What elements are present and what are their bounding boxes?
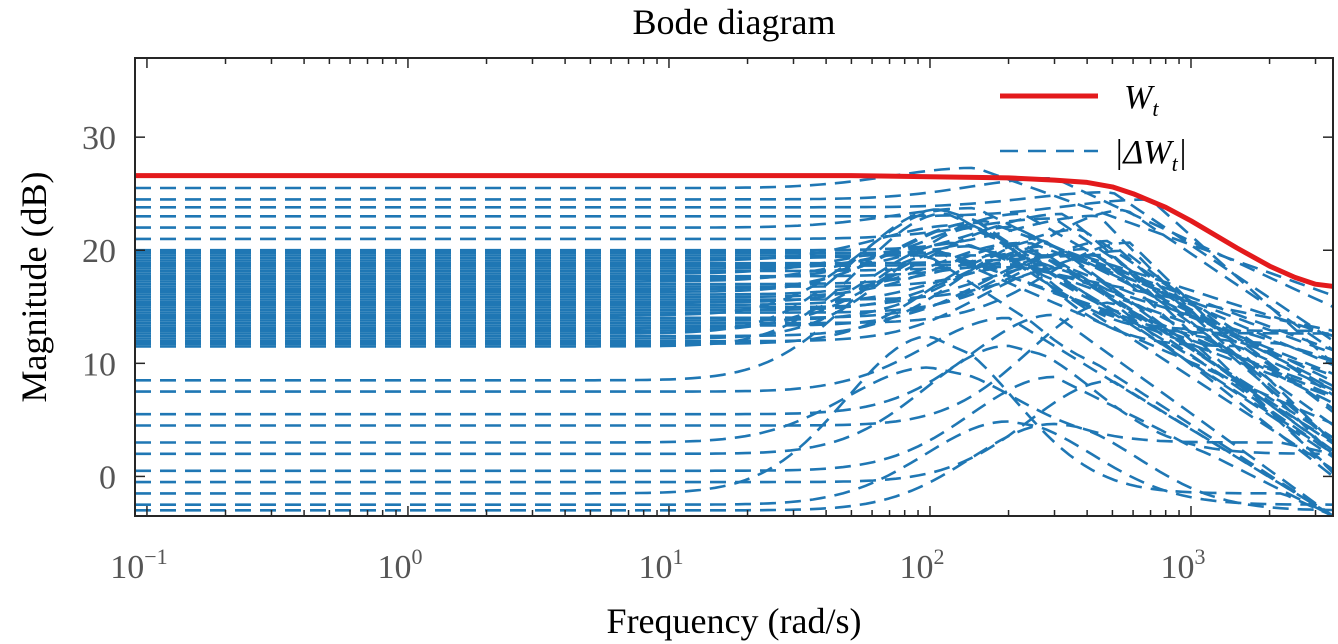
dw-series-line	[135, 208, 1333, 351]
dw-series-line	[135, 313, 1333, 516]
x-tick-label: 100	[377, 544, 422, 586]
dw-series-line	[135, 375, 1333, 516]
dw-series-line	[135, 249, 1333, 414]
dw-series-line	[135, 223, 1333, 376]
dw-series-line	[135, 301, 1333, 478]
x-tick-labels: 10−1 100 101 102 103	[110, 544, 1205, 586]
y-axis-label: Magnitude (dB)	[14, 172, 54, 403]
y-tick-label: 30	[82, 120, 116, 157]
dw-series-line	[135, 228, 1333, 396]
y-tick-labels: 0 10 20 30	[82, 120, 116, 496]
dw-series-line	[135, 420, 1333, 507]
dw-series-line	[135, 212, 1333, 391]
dw-series-line	[135, 244, 1333, 377]
dw-series-line	[135, 334, 1333, 516]
x-tick-label: 102	[899, 544, 944, 586]
legend-label-dwt: |ΔWt|	[1114, 134, 1187, 176]
dw-series-line	[135, 344, 1333, 456]
x-tick-label: 103	[1160, 544, 1205, 586]
dw-series-line	[135, 225, 1333, 383]
dw-series-line	[135, 241, 1333, 355]
legend-label-wt: Wt	[1124, 79, 1159, 121]
dw-series-line	[135, 249, 1333, 455]
dw-series-line	[135, 253, 1333, 338]
dw-series-line	[135, 241, 1333, 444]
dw-series-line	[135, 366, 1333, 456]
x-tick-label: 101	[638, 544, 683, 586]
x-tick-label: 10−1	[110, 544, 167, 586]
dw-series-line	[135, 251, 1333, 399]
chart-title: Bode diagram	[633, 2, 836, 42]
dw-series-line	[135, 166, 1333, 297]
series-group	[135, 166, 1333, 516]
y-tick-label: 10	[82, 346, 116, 383]
legend: Wt |ΔWt|	[1000, 79, 1187, 176]
dw-series-line	[135, 379, 1333, 516]
dw-series-line	[135, 263, 1333, 362]
plot-area	[134, 57, 1334, 517]
ticks-group	[134, 58, 1333, 516]
dw-series-line	[135, 265, 1333, 333]
dw-series-line	[135, 190, 1333, 342]
dw-series-line	[135, 422, 1333, 512]
axes-frame	[134, 57, 1334, 517]
y-tick-label: 20	[82, 233, 116, 270]
dw-series-line	[135, 252, 1333, 363]
dw-series-line	[135, 254, 1333, 472]
dw-series-line	[135, 243, 1333, 397]
x-axis-label: Frequency (rad/s)	[607, 601, 862, 641]
y-tick-label: 0	[99, 459, 116, 496]
dw-series-line	[135, 253, 1333, 474]
wt-series-line	[135, 173, 1333, 289]
dw-series-line	[135, 226, 1333, 455]
